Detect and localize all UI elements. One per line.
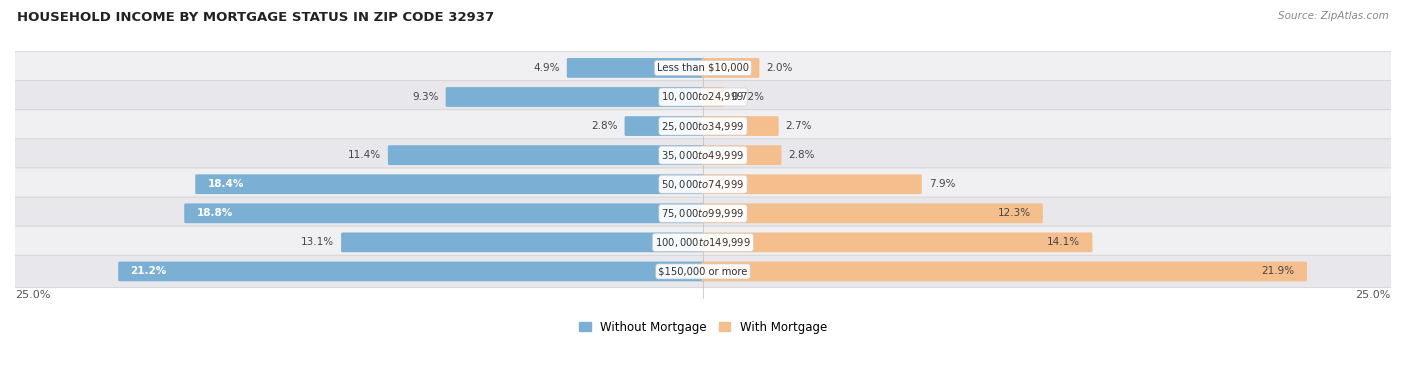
FancyBboxPatch shape [13, 168, 1393, 200]
Text: 25.0%: 25.0% [15, 290, 51, 300]
Text: 14.1%: 14.1% [1047, 237, 1080, 247]
FancyBboxPatch shape [567, 58, 704, 78]
FancyBboxPatch shape [702, 58, 759, 78]
FancyBboxPatch shape [195, 174, 704, 194]
FancyBboxPatch shape [702, 145, 782, 165]
Text: Source: ZipAtlas.com: Source: ZipAtlas.com [1278, 11, 1389, 21]
FancyBboxPatch shape [388, 145, 704, 165]
FancyBboxPatch shape [13, 110, 1393, 143]
Text: $100,000 to $149,999: $100,000 to $149,999 [655, 236, 751, 249]
Text: 7.9%: 7.9% [929, 179, 955, 189]
FancyBboxPatch shape [342, 232, 704, 252]
FancyBboxPatch shape [13, 52, 1393, 84]
FancyBboxPatch shape [13, 255, 1393, 288]
FancyBboxPatch shape [13, 197, 1393, 229]
Text: 9.3%: 9.3% [412, 92, 439, 102]
FancyBboxPatch shape [184, 203, 704, 223]
Text: 18.4%: 18.4% [208, 179, 245, 189]
Text: $150,000 or more: $150,000 or more [658, 266, 748, 276]
FancyBboxPatch shape [702, 262, 1308, 281]
FancyBboxPatch shape [702, 174, 922, 194]
Text: 12.3%: 12.3% [997, 208, 1031, 218]
Text: 4.9%: 4.9% [533, 63, 560, 73]
FancyBboxPatch shape [118, 262, 704, 281]
Text: 2.8%: 2.8% [591, 121, 617, 131]
Text: 21.9%: 21.9% [1261, 266, 1295, 276]
Text: 2.8%: 2.8% [789, 150, 815, 160]
Text: 2.7%: 2.7% [786, 121, 813, 131]
FancyBboxPatch shape [702, 87, 724, 107]
FancyBboxPatch shape [13, 139, 1393, 172]
Text: 13.1%: 13.1% [301, 237, 335, 247]
Text: $25,000 to $34,999: $25,000 to $34,999 [661, 119, 745, 133]
Text: 2.0%: 2.0% [766, 63, 793, 73]
FancyBboxPatch shape [702, 232, 1092, 252]
Text: 18.8%: 18.8% [197, 208, 233, 218]
Text: $50,000 to $74,999: $50,000 to $74,999 [661, 178, 745, 191]
Text: Less than $10,000: Less than $10,000 [657, 63, 749, 73]
FancyBboxPatch shape [624, 116, 704, 136]
Text: HOUSEHOLD INCOME BY MORTGAGE STATUS IN ZIP CODE 32937: HOUSEHOLD INCOME BY MORTGAGE STATUS IN Z… [17, 11, 494, 24]
FancyBboxPatch shape [13, 226, 1393, 259]
Text: 0.72%: 0.72% [731, 92, 763, 102]
Text: $75,000 to $99,999: $75,000 to $99,999 [661, 207, 745, 220]
Text: 11.4%: 11.4% [347, 150, 381, 160]
Legend: Without Mortgage, With Mortgage: Without Mortgage, With Mortgage [574, 316, 832, 338]
FancyBboxPatch shape [13, 81, 1393, 113]
Text: 21.2%: 21.2% [131, 266, 167, 276]
Text: $10,000 to $24,999: $10,000 to $24,999 [661, 90, 745, 104]
FancyBboxPatch shape [702, 116, 779, 136]
Text: $35,000 to $49,999: $35,000 to $49,999 [661, 149, 745, 162]
FancyBboxPatch shape [446, 87, 704, 107]
FancyBboxPatch shape [702, 203, 1043, 223]
Text: 25.0%: 25.0% [1355, 290, 1391, 300]
